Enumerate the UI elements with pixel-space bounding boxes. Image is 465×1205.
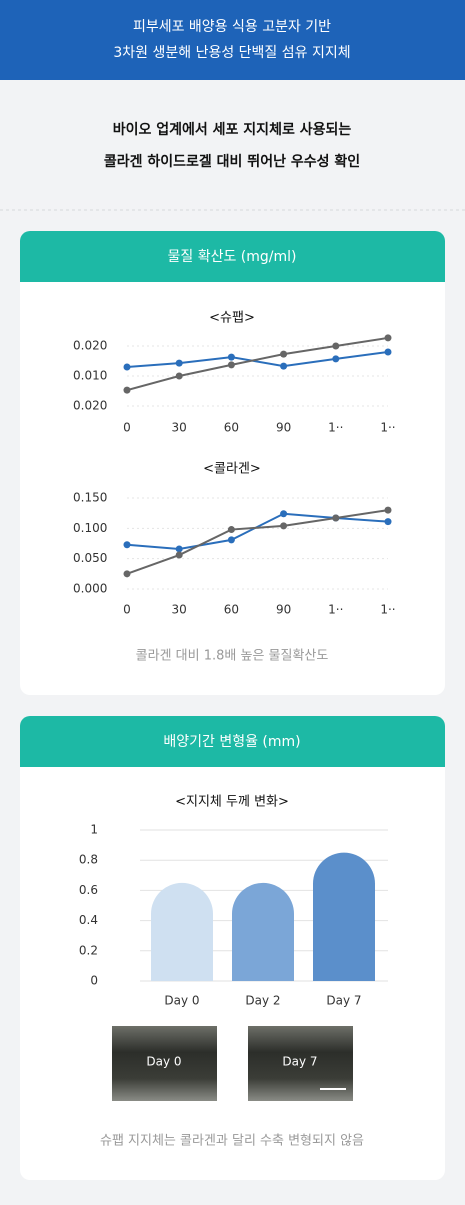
- bar: [232, 882, 294, 981]
- y-tick-label: 0.8: [79, 853, 98, 867]
- y-tick-label: 0.000: [73, 582, 107, 596]
- y-tick-label: 0.4: [79, 913, 98, 927]
- x-tick-label: Day 0: [164, 994, 199, 1008]
- y-tick-label: 0.6: [79, 883, 98, 897]
- y-tick-label: 0.020: [73, 339, 107, 353]
- point: [332, 342, 340, 350]
- x-tick-label: 90: [276, 421, 291, 435]
- line: [126, 509, 389, 575]
- y-tick-label: 0.020: [73, 399, 107, 413]
- x-tick-label: 0: [123, 603, 131, 617]
- point: [123, 386, 131, 394]
- point: [175, 359, 183, 367]
- bar: [151, 882, 213, 981]
- header-bg: [0, 0, 465, 80]
- photo-label: Day 0: [146, 1055, 181, 1069]
- intro-line: 바이오 업계에서 세포 지지체로 사용되는: [113, 121, 352, 138]
- header-line: 피부세포 배양용 식용 고분자 기반: [133, 19, 331, 35]
- x-tick-label: 30: [172, 421, 187, 435]
- x-tick-label: 1··: [380, 603, 395, 617]
- point: [227, 526, 235, 534]
- point: [175, 551, 183, 559]
- x-tick-label: 60: [224, 603, 239, 617]
- card-header: [20, 231, 445, 282]
- point: [332, 355, 340, 363]
- chart-title: <슈팹>: [209, 311, 255, 326]
- point: [384, 518, 392, 526]
- intro-line: 콜라겐 하이드로겔 대비 뛰어난 우수성 확인: [104, 153, 360, 170]
- x-tick-label: 1··: [328, 603, 343, 617]
- point: [384, 506, 392, 514]
- point: [384, 348, 392, 356]
- point: [175, 545, 183, 553]
- x-tick-label: 30: [172, 603, 187, 617]
- card-header: [20, 716, 445, 767]
- x-tick-label: 90: [276, 603, 291, 617]
- point: [280, 350, 288, 358]
- card-title: 물질 확산도 (mg/ml): [168, 249, 297, 265]
- point: [384, 334, 392, 342]
- caption: 슈팹 지지체는 콜라겐과 달리 수축 변형되지 않음: [100, 1134, 364, 1149]
- caption: 콜라겐 대비 1.8배 높은 물질확산도: [136, 649, 329, 664]
- photo: [112, 1026, 217, 1101]
- x-tick-label: 1··: [328, 421, 343, 435]
- card-title: 배양기간 변형율 (mm): [163, 734, 300, 750]
- point: [227, 536, 235, 544]
- point: [123, 541, 131, 549]
- line: [126, 336, 389, 392]
- scale-bar: [320, 1088, 346, 1090]
- point: [123, 570, 131, 578]
- y-tick-label: 0.2: [79, 943, 98, 957]
- point: [227, 361, 235, 369]
- point: [123, 363, 131, 371]
- point: [280, 522, 288, 530]
- point: [280, 510, 288, 518]
- x-tick-label: Day 2: [245, 994, 280, 1008]
- x-tick-label: Day 7: [326, 994, 361, 1008]
- point: [332, 514, 340, 522]
- chart-title: <지지체 두께 변화>: [175, 795, 289, 810]
- x-tick-label: 60: [224, 421, 239, 435]
- line: [126, 351, 389, 368]
- point: [227, 353, 235, 361]
- y-tick-label: 0.010: [73, 369, 107, 383]
- chart-title: <콜라겐>: [203, 462, 261, 477]
- bar: [313, 852, 375, 981]
- point: [280, 362, 288, 370]
- x-tick-label: 1··: [380, 421, 395, 435]
- header-line: 3차원 생분해 난용성 단백질 섬유 지지체: [113, 45, 350, 61]
- y-tick-label: 0.100: [73, 521, 107, 535]
- point: [175, 372, 183, 380]
- y-tick-label: 0: [90, 974, 98, 988]
- photo-label: Day 7: [282, 1055, 317, 1069]
- x-tick-label: 0: [123, 421, 131, 435]
- y-tick-label: 0.150: [73, 491, 107, 505]
- y-tick-label: 0.050: [73, 551, 107, 565]
- y-tick-label: 1: [90, 823, 98, 837]
